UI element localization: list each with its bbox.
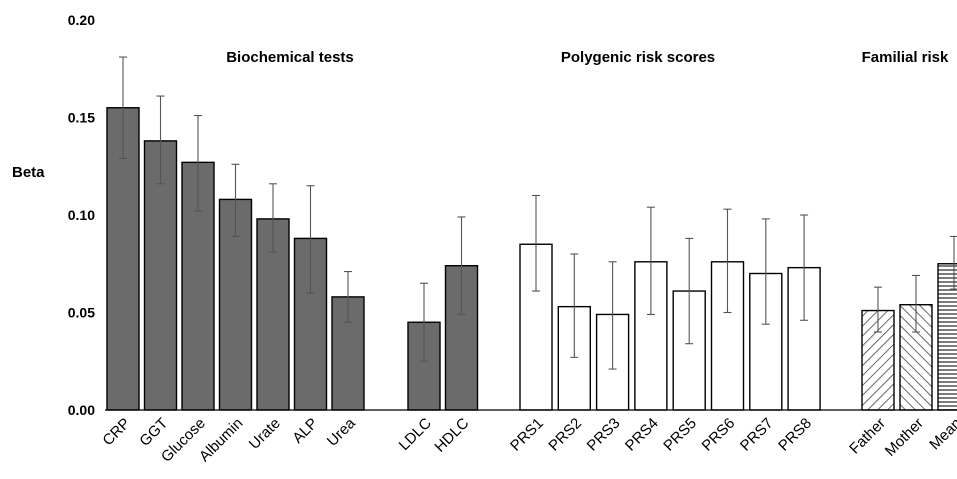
x-tick-label: PRS8 (775, 415, 815, 455)
x-tick-label: Father (846, 415, 889, 458)
y-tick-label: 0.05 (68, 305, 95, 321)
x-tick-label: PRS7 (737, 415, 777, 455)
bar-albumin (218, 198, 253, 411)
x-tick-label: Mean (926, 415, 957, 454)
x-tick-label: LDLC (396, 415, 435, 454)
y-axis-title: Beta (12, 164, 45, 181)
group-label: Familial risk (862, 49, 949, 66)
x-tick-label: CRP (99, 415, 133, 449)
bars (106, 107, 957, 411)
x-tick-label: PRS5 (660, 415, 700, 455)
group-labels: Biochemical tests Polygenic risk scores Fa… (226, 49, 949, 66)
group-label: Polygenic risk scores (561, 49, 715, 66)
y-tick-label: 0.15 (68, 110, 95, 126)
y-tick-label: 0.20 (68, 12, 95, 28)
y-tick-label: 0.00 (68, 402, 95, 418)
x-tick-label: HDLC (431, 415, 472, 456)
x-tick-label: ALP (289, 415, 321, 447)
bar-prs8 (787, 266, 821, 411)
x-tick-label: Urea (324, 414, 359, 449)
x-tick-label: PRS4 (622, 415, 662, 455)
x-tick-label: Urate (246, 415, 284, 453)
x-tick-label: Mother (882, 415, 927, 460)
x-tick-label: PRS2 (545, 415, 585, 455)
x-tick-label: PRS1 (507, 415, 547, 455)
y-tick-label: 0.10 (68, 207, 95, 223)
error-bars (119, 56, 957, 370)
x-tick-label: PRS6 (699, 415, 739, 455)
bar-ggt (143, 140, 178, 411)
y-axis: 0.00 0.05 0.10 0.15 0.20 (68, 12, 95, 418)
x-tick-label: PRS3 (584, 415, 624, 455)
group-label: Biochemical tests (226, 49, 354, 66)
